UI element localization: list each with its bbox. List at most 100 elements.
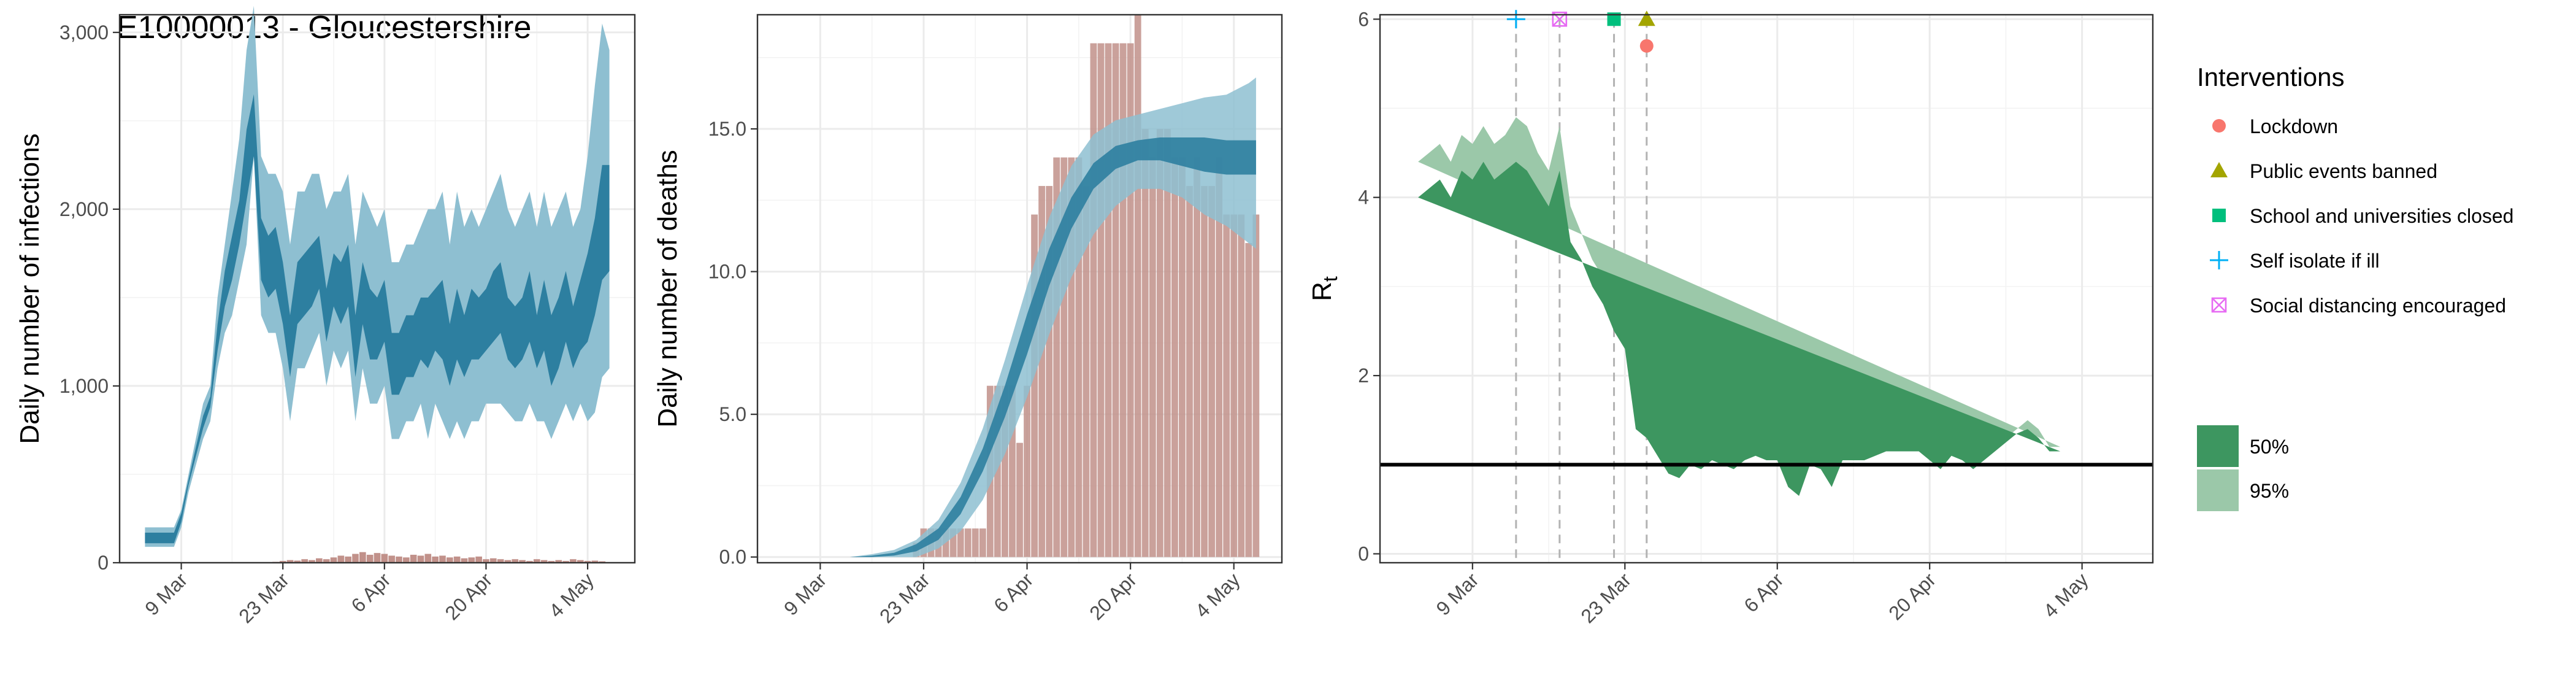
death-bar [1031,214,1038,557]
reported-case-bar [504,560,512,563]
reported-case-bar [540,560,548,563]
reported-case-bar [555,560,562,563]
legend-item-label: Social distancing encouraged [2250,295,2506,317]
deaths-95-ribbon [761,77,1256,557]
x-tick-label: 9 Mar [780,568,831,620]
death-bar [1134,15,1141,557]
death-bar [1083,186,1090,557]
x-tick-label: 4 May [1191,568,1244,622]
infections-95-ribbon [145,6,610,547]
reported-case-bar [381,554,388,563]
death-bar [1186,186,1193,557]
death-bar [1201,186,1208,557]
death-bar [1208,186,1216,557]
reported-case-bar [533,559,540,563]
x-tick-label: 23 Mar [234,568,293,627]
x-tick-label: 6 Apr [989,568,1038,617]
death-bar [979,528,986,557]
death-bar [957,528,964,557]
reported-case-bar [337,555,345,563]
reported-case-bar [403,557,410,563]
reported-case-bar [519,560,526,563]
x-tick-label: 6 Apr [347,568,395,617]
legend-title: Interventions [2197,63,2344,91]
plus-icon [2210,251,2228,269]
death-bar [1112,43,1119,557]
death-bar [1068,157,1075,557]
reported-case-bar [345,556,351,563]
death-bar [1245,243,1252,557]
death-bar [1001,385,1008,557]
rt-panel-border [1379,14,2154,564]
reported-case-bar [432,556,439,563]
legend-interventions: Lockdown Public events banned School and u… [2210,115,2513,317]
death-bar [1230,214,1238,557]
reported-case-bar [366,555,374,563]
death-bar [949,528,957,557]
x-tick-label: 20 Apr [441,568,497,624]
reported-case-bar [417,555,424,563]
death-bar [1060,157,1068,557]
reported-case-bar [548,561,555,563]
circle-icon [2212,119,2226,133]
y-tick-label: 2,000 [59,198,109,220]
death-bar [972,528,979,557]
reported-case-bar [359,552,366,563]
reported-case-bar [374,553,381,563]
boxed-x-icon [2211,297,2227,313]
reported-case-bar [468,557,475,563]
y-tick-label: 6 [1358,8,1369,30]
reported-case-bar [453,556,461,563]
death-bar [1090,43,1097,557]
y-tick-label: 10.0 [708,261,746,283]
square-icon [2212,209,2226,222]
death-bar [1171,157,1178,557]
deaths-panel-border [756,14,1283,564]
reported-case-bar [483,559,489,563]
x-tick-label: 23 Mar [875,568,934,627]
reported-case-bar [512,559,519,563]
rt-y-axis-title-main: R [1307,282,1337,301]
legend-ci-label: 95% [2250,480,2289,502]
reported-case-bar [446,557,453,563]
y-tick-label: 0 [98,552,109,574]
death-bar [1024,385,1030,557]
death-bar [1053,157,1060,557]
triangle-icon [2210,162,2228,177]
death-bar [1097,43,1105,557]
x-tick-label: 9 Mar [140,568,192,620]
infections-reported-bars [272,552,606,563]
reported-case-bar [584,561,591,563]
reported-case-bar [570,559,577,563]
rt-y-axis-title: Rt [1307,276,1341,301]
death-bar [1252,214,1260,557]
death-bar [1016,442,1023,557]
x-tick-label: 9 Mar [1432,568,1483,620]
death-bar [1105,43,1112,557]
reported-case-bar [301,559,309,563]
deaths-y-axis-title: Daily number of deaths [653,150,683,427]
rt-grid [1380,15,2153,563]
death-bar [1046,186,1053,557]
reported-case-bar [526,561,533,563]
reported-case-bar [577,560,584,563]
x-tick-label: 23 Mar [1576,568,1635,627]
reported-case-bar [475,556,482,563]
legend-item-label: School and universities closed [2250,205,2513,227]
rt-50-ribbon [1418,161,2061,496]
legend-item-label: Lockdown [2250,115,2338,137]
death-bar [1238,214,1245,557]
reported-case-bar [439,555,446,563]
death-bar [1223,214,1230,557]
rt-y-axis-title-subscript: t [1319,276,1341,282]
reported-case-bar [388,555,395,563]
plus-icon [1506,10,1525,29]
reported-case-bar [562,561,569,563]
legend-swatch-50pct [2197,425,2239,467]
death-bar [1009,385,1016,557]
legend: Interventions Lockdown Public events bann… [2197,63,2513,511]
infections-50-ribbon [145,94,610,544]
legend-item-label: Self isolate if ill [2250,250,2380,272]
